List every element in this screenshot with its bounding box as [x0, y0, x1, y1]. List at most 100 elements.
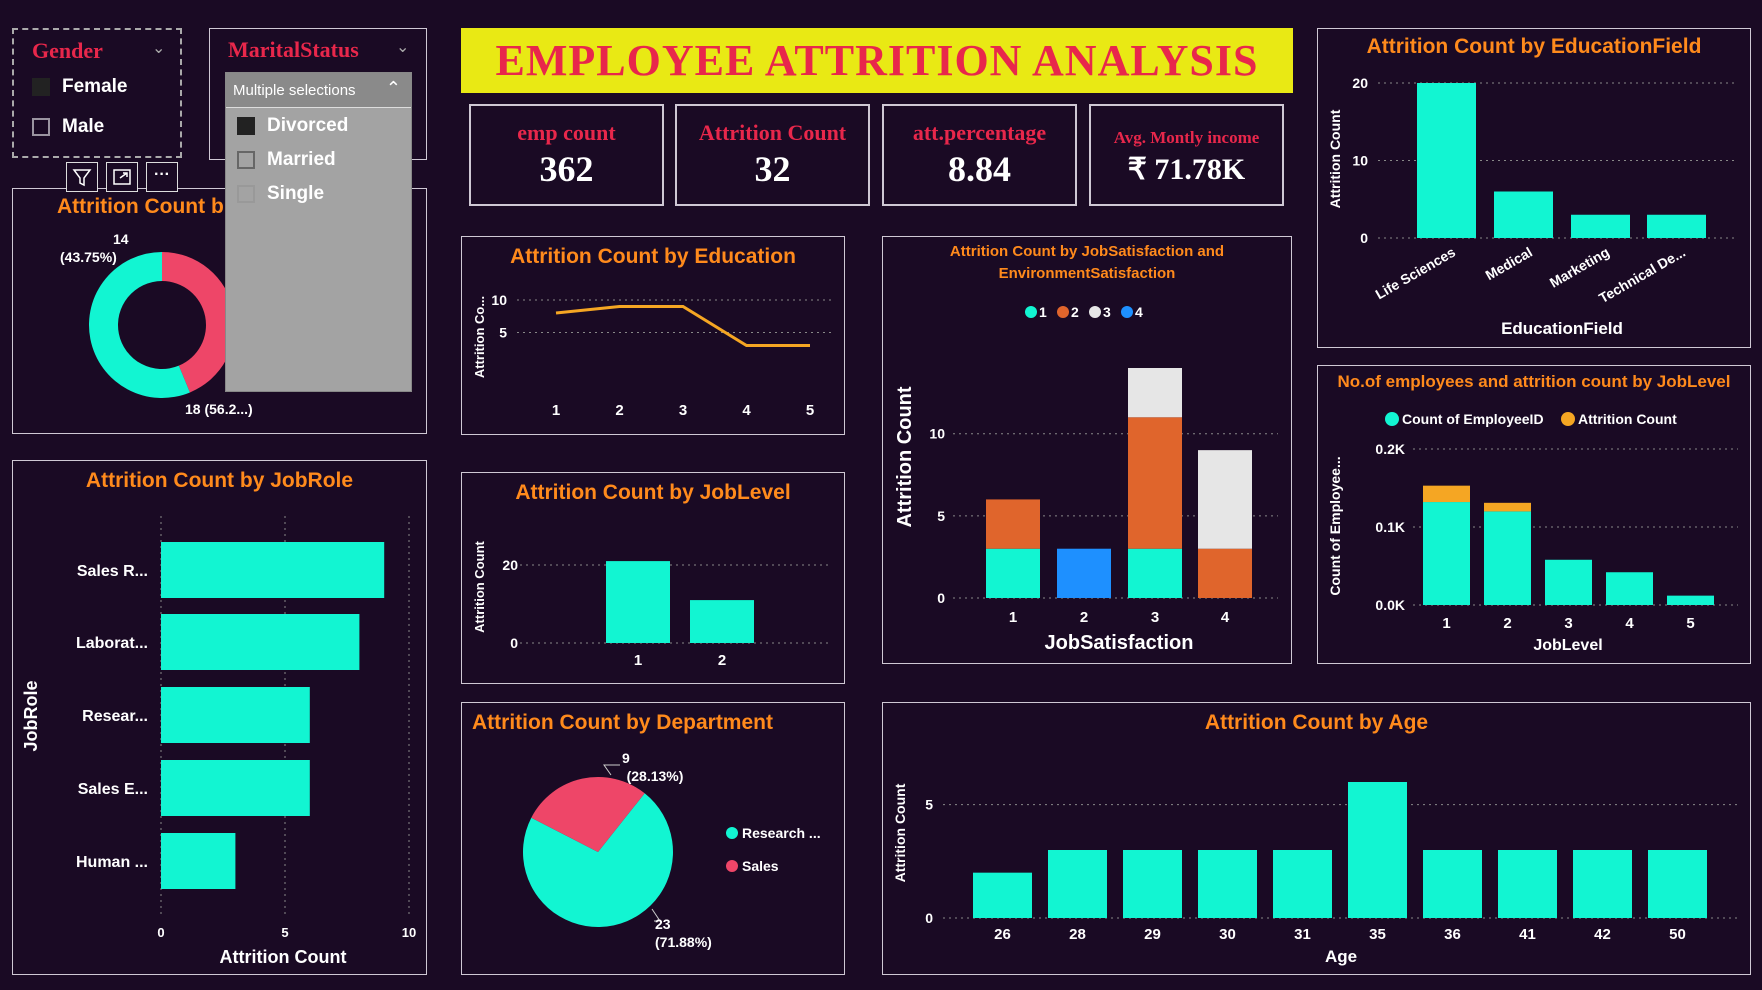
- legend-marker: [1385, 412, 1399, 426]
- marital-option-divorced[interactable]: Divorced: [237, 115, 348, 137]
- legend-label: Research ...: [742, 825, 821, 841]
- legend-marker: [1089, 306, 1101, 318]
- tick-label: 2: [1503, 615, 1511, 632]
- tick-label: Medical: [1483, 244, 1535, 284]
- bar: [690, 600, 754, 643]
- tick-label: 29: [1144, 926, 1161, 943]
- educationfield-panel: Attrition Count by EducationField 0 10 20 L…: [1317, 28, 1751, 348]
- tick-label: 2: [1080, 609, 1088, 626]
- kpi-value: 362: [539, 149, 594, 189]
- gender-slicer[interactable]: Gender ⌄ Female Male: [12, 28, 182, 158]
- tick-label: 10: [491, 292, 507, 308]
- joblevel-panel: Attrition Count by JobLevel 0 20 1 2 Attriti…: [461, 472, 845, 684]
- department-pie-chart: 9 (28.13%) 23 (71.88%) Research ... Sales: [523, 750, 821, 950]
- bar-segment: [1484, 502, 1531, 512]
- tick-label: 0: [157, 925, 164, 940]
- pie-slice: [523, 793, 673, 927]
- bar: [1123, 850, 1182, 918]
- tick-label: 0: [937, 590, 945, 606]
- bar: [161, 614, 360, 670]
- kpi-label: emp count: [517, 120, 616, 145]
- marital-dropdown[interactable]: Multiple selections ⌃ Divorced Married S…: [225, 72, 412, 392]
- tick-label: 42: [1594, 926, 1611, 943]
- axis-label: Attrition Count: [892, 783, 908, 882]
- legend-label: 1: [1039, 304, 1047, 320]
- chart-title: Attrition Count by Age: [1204, 711, 1429, 734]
- bar: [1573, 850, 1632, 918]
- checkbox-unchecked[interactable]: [237, 184, 255, 203]
- leader-line: [603, 764, 620, 776]
- tick-label: Life Sciences: [1372, 244, 1458, 303]
- data-label: (71.88%): [655, 934, 712, 950]
- axis-label: Count of Employee...: [1327, 456, 1343, 595]
- tick-label: 1: [1009, 609, 1017, 626]
- legend-marker: [726, 827, 738, 839]
- jobrole-panel: Attrition Count by JobRole 0 5 10 Sales R..…: [12, 460, 427, 975]
- pie-slice: [531, 777, 645, 852]
- chevron-down-icon[interactable]: ⌄: [152, 40, 166, 57]
- dropdown-header[interactable]: Multiple selections ⌃: [226, 73, 411, 108]
- tick-label: 5: [937, 508, 945, 524]
- data-label: 14: [113, 231, 129, 247]
- visual-header-toolbar: ···: [66, 162, 182, 194]
- chevron-down-icon[interactable]: ⌄: [396, 39, 410, 56]
- checkbox-checked[interactable]: [32, 77, 50, 96]
- option-label: Married: [267, 149, 336, 170]
- filter-icon[interactable]: [66, 162, 98, 192]
- tick-label: 10: [1352, 153, 1368, 169]
- marital-option-married[interactable]: Married: [237, 149, 336, 171]
- legend-marker: [726, 860, 738, 872]
- legend-label: Sales: [742, 858, 779, 874]
- chart-title: Attrition Count by Education: [510, 245, 796, 268]
- gender-option-male[interactable]: Male: [32, 116, 104, 138]
- more-options-icon[interactable]: ···: [146, 162, 178, 192]
- bar-segment: [1423, 502, 1470, 605]
- tick-label: Laborat...: [76, 635, 148, 652]
- chart-title: No.of employees and attrition count by J…: [1337, 372, 1731, 391]
- marital-option-single[interactable]: Single: [237, 183, 324, 205]
- tick-label: 28: [1069, 926, 1086, 943]
- chevron-up-icon[interactable]: ⌃: [385, 78, 401, 98]
- tick-label: 1: [1442, 615, 1450, 632]
- tick-label: 4: [742, 402, 751, 419]
- legend-marker: [1121, 306, 1133, 318]
- bar: [1571, 214, 1630, 238]
- legend-label: Attrition Count: [1578, 411, 1677, 427]
- bar: [973, 872, 1032, 918]
- page-title: EMPLOYEE ATTRITION ANALYSIS: [495, 36, 1259, 85]
- joblevel-dual-panel: No.of employees and attrition count by J…: [1317, 365, 1751, 664]
- dropdown-label: Multiple selections: [233, 82, 356, 99]
- tick-label: 1: [552, 402, 560, 419]
- tick-label: 5: [806, 402, 814, 419]
- data-label: 9: [622, 750, 630, 766]
- tick-label: 0.2K: [1375, 441, 1405, 457]
- bar: [1423, 850, 1482, 918]
- bar: [1198, 850, 1257, 918]
- bar-segment: [1057, 548, 1111, 598]
- tick-label: 1: [634, 652, 642, 669]
- tick-label: 31: [1294, 926, 1311, 943]
- tick-label: 35: [1369, 926, 1386, 943]
- age-panel: Attrition Count by Age 0 5 26 28 29 30 31 35 36 4…: [882, 702, 1751, 975]
- kpi-att-percentage: att.percentage 8.84: [882, 104, 1077, 206]
- tick-label: 36: [1444, 926, 1461, 943]
- data-label: (43.75%): [60, 249, 117, 265]
- tick-label: 0: [510, 635, 518, 651]
- focus-mode-icon[interactable]: [106, 162, 138, 192]
- tick-label: Technical De...: [1596, 244, 1688, 306]
- tick-label: 50: [1669, 926, 1686, 943]
- checkbox-unchecked[interactable]: [237, 150, 255, 169]
- jobrole-bar-chart: 0 5 10 Sales R... Laborat... Resear... Sales E…: [21, 516, 416, 967]
- tick-label: 26: [994, 926, 1011, 943]
- tick-label: 3: [1151, 609, 1159, 626]
- tick-label: 41: [1519, 926, 1536, 943]
- bar: [1348, 782, 1407, 918]
- checkbox-checked[interactable]: [237, 116, 255, 135]
- gender-option-female[interactable]: Female: [32, 76, 127, 98]
- bar: [161, 542, 385, 598]
- bar: [161, 760, 310, 816]
- option-label: Single: [267, 183, 325, 204]
- tick-label: 3: [1564, 615, 1572, 632]
- checkbox-unchecked[interactable]: [32, 117, 50, 136]
- education-panel: Attrition Count by Education 5 10 1 2 3 4 5 Att…: [461, 236, 845, 435]
